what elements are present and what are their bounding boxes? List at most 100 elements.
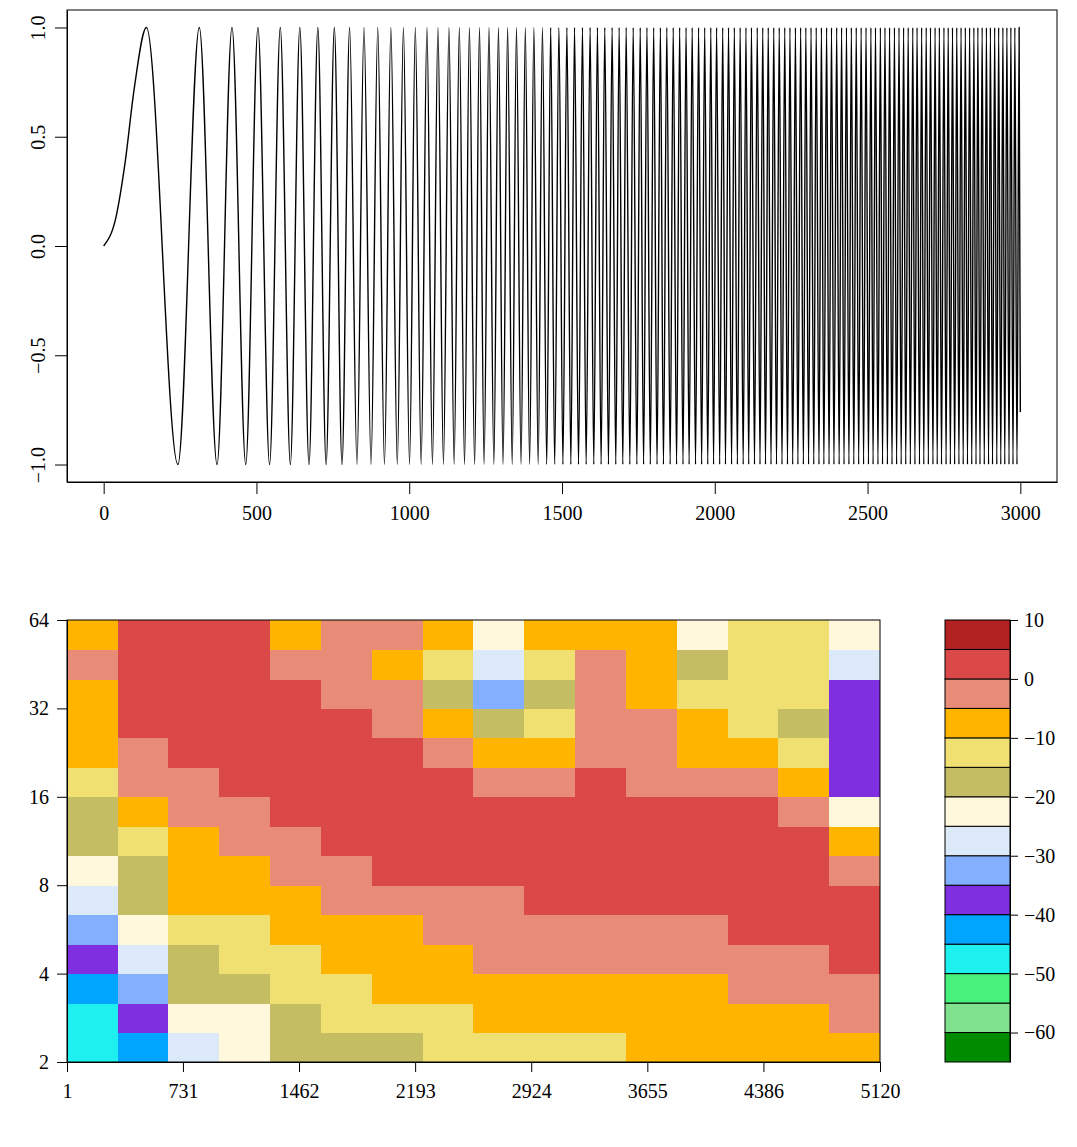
tick: 2 [39, 1051, 67, 1073]
heat-cell [829, 1033, 880, 1062]
tick-mark [55, 137, 67, 138]
tick-label: 2000 [695, 502, 735, 524]
heat-cell [270, 826, 321, 856]
heat-cell [423, 856, 474, 886]
tick-label: 2193 [396, 1080, 436, 1102]
heat-cell [524, 885, 575, 915]
heat-cell [575, 1033, 626, 1062]
heat-cell [423, 826, 474, 856]
tick-label: 32 [29, 697, 49, 719]
heat-cell [728, 1033, 779, 1062]
heat-cell [524, 708, 575, 738]
tick-mark [1010, 974, 1018, 975]
tick: 0 [99, 482, 109, 524]
heat-cell [168, 826, 219, 856]
tick-label: 1500 [543, 502, 583, 524]
tick: −50 [1010, 963, 1055, 985]
tick: 1462 [280, 1062, 320, 1102]
tick-label: 3655 [628, 1080, 668, 1102]
colorbar-box [945, 679, 1010, 708]
tick: 64 [29, 609, 67, 631]
heat-cell [423, 738, 474, 768]
heat-cell [270, 885, 321, 915]
heat-cell [67, 738, 118, 768]
tick-mark [57, 1062, 67, 1063]
heat-cell [575, 797, 626, 827]
heat-cell [728, 738, 779, 768]
heat-cell [423, 1003, 474, 1033]
heat-cell [473, 856, 524, 886]
tick: −20 [1010, 786, 1055, 808]
heat-cell [575, 649, 626, 679]
heat-cell [67, 856, 118, 886]
heat-cell [219, 649, 270, 679]
heat-cell [575, 1003, 626, 1033]
heat-cell [728, 679, 779, 709]
tick-label: −1.0 [27, 447, 49, 483]
heat-cell [728, 826, 779, 856]
colorbar: 100−10−20−30−40−50−60 [945, 609, 1055, 1063]
tick-label: 2 [39, 1051, 49, 1073]
colorbar-box [945, 826, 1010, 855]
heat-cell [372, 856, 423, 886]
heat-cell [677, 679, 728, 709]
heat-cell [168, 620, 219, 650]
heat-cell [321, 797, 372, 827]
tick-mark [57, 797, 67, 798]
heat-cell [270, 649, 321, 679]
heat-cell [524, 944, 575, 974]
heat-cell [524, 679, 575, 709]
heat-cell [778, 797, 829, 827]
heat-cell [321, 649, 372, 679]
heat-cell [473, 1003, 524, 1033]
colorbar-box [945, 915, 1010, 944]
heat-cell [524, 856, 575, 886]
colorbar-box [945, 767, 1010, 796]
heat-cell [473, 620, 524, 650]
heat-cell [575, 679, 626, 709]
heat-cell [423, 767, 474, 797]
heat-cell [778, 620, 829, 650]
heat-cell [778, 708, 829, 738]
heat-cell [168, 797, 219, 827]
tick: 2000 [695, 482, 735, 524]
heat-cell [423, 708, 474, 738]
heat-cell [270, 1003, 321, 1033]
tick-label: 1462 [280, 1080, 320, 1102]
heat-cell [118, 885, 169, 915]
heat-cell [168, 708, 219, 738]
colorbar-box [945, 1003, 1010, 1032]
tick: 2500 [848, 482, 888, 524]
heat-cell [778, 1003, 829, 1033]
heat-cell [728, 974, 779, 1004]
heat-cell [778, 1033, 829, 1062]
plot-area [67, 620, 880, 1062]
heat-cell [778, 649, 829, 679]
heat-cell [118, 679, 169, 709]
heat-cell [372, 620, 423, 650]
tick-label: 2500 [848, 502, 888, 524]
heat-cell [626, 856, 677, 886]
heat-cell [829, 974, 880, 1004]
heat-cell [219, 767, 270, 797]
heat-cell [626, 767, 677, 797]
tick-label: −0.5 [27, 338, 49, 374]
axis-line [1010, 621, 1011, 1063]
heat-cell [575, 885, 626, 915]
heat-cell [118, 797, 169, 827]
heat-cell [524, 974, 575, 1004]
heat-cell [677, 620, 728, 650]
heat-cell [168, 885, 219, 915]
heat-cell [524, 1003, 575, 1033]
tick-mark [256, 482, 257, 494]
tick: −0.5 [27, 338, 67, 374]
axis-line [68, 1062, 881, 1063]
heat-cell [677, 767, 728, 797]
heat-cell [575, 620, 626, 650]
heat-cell [575, 856, 626, 886]
heat-cell [473, 738, 524, 768]
heat-cell [67, 708, 118, 738]
heat-cell [829, 915, 880, 945]
heat-cell [321, 708, 372, 738]
tick-mark [562, 482, 563, 494]
